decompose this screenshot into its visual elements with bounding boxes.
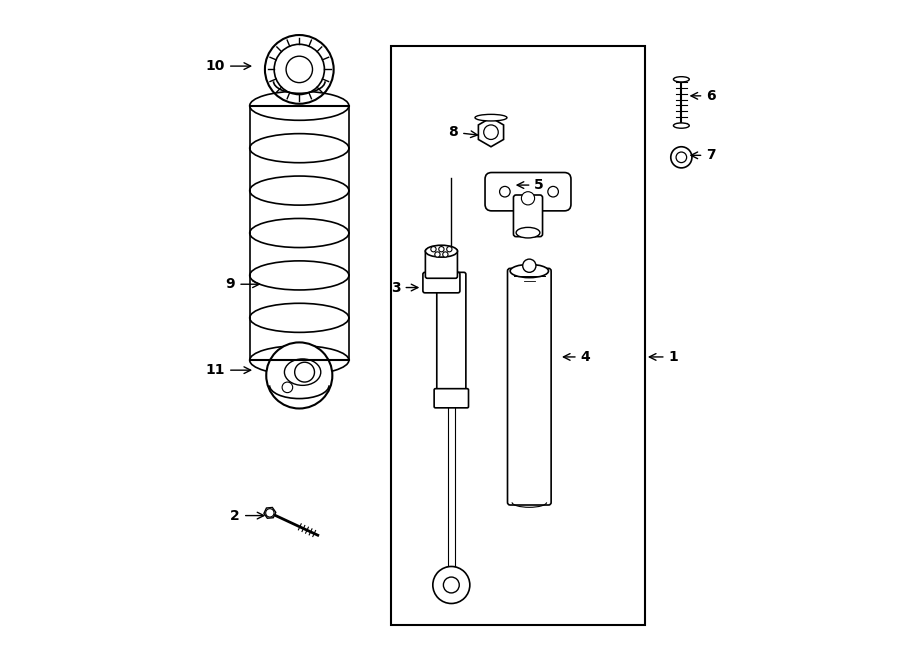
Text: 1: 1: [649, 350, 679, 364]
Circle shape: [443, 252, 448, 257]
Polygon shape: [264, 508, 275, 518]
FancyBboxPatch shape: [485, 173, 571, 211]
Text: 8: 8: [448, 125, 477, 139]
Bar: [391, 46, 645, 625]
Circle shape: [548, 186, 558, 197]
Text: 9: 9: [226, 277, 259, 292]
Text: 7: 7: [691, 148, 716, 163]
FancyBboxPatch shape: [436, 272, 466, 392]
Circle shape: [670, 147, 692, 168]
Circle shape: [444, 577, 459, 593]
Circle shape: [439, 247, 444, 252]
Ellipse shape: [673, 123, 689, 128]
Circle shape: [266, 342, 332, 408]
Circle shape: [435, 252, 440, 257]
Ellipse shape: [510, 264, 548, 278]
Ellipse shape: [426, 245, 457, 257]
Text: 3: 3: [391, 280, 418, 295]
Ellipse shape: [475, 114, 507, 121]
Text: 10: 10: [206, 59, 251, 73]
Text: 11: 11: [205, 363, 251, 377]
FancyBboxPatch shape: [426, 249, 457, 278]
Text: 5: 5: [518, 178, 544, 192]
Circle shape: [294, 362, 314, 382]
Ellipse shape: [673, 77, 689, 82]
FancyBboxPatch shape: [508, 268, 551, 505]
Circle shape: [286, 56, 312, 83]
Circle shape: [274, 44, 324, 95]
Text: 2: 2: [230, 508, 264, 523]
Circle shape: [446, 247, 452, 252]
Text: 4: 4: [563, 350, 590, 364]
FancyBboxPatch shape: [423, 272, 460, 293]
Ellipse shape: [516, 227, 540, 238]
FancyBboxPatch shape: [514, 195, 543, 237]
Circle shape: [483, 125, 499, 139]
Circle shape: [676, 152, 687, 163]
Text: 6: 6: [691, 89, 716, 103]
Circle shape: [500, 186, 510, 197]
Circle shape: [521, 192, 535, 205]
Circle shape: [433, 566, 470, 603]
Circle shape: [265, 35, 334, 104]
Circle shape: [431, 247, 436, 252]
FancyBboxPatch shape: [434, 389, 469, 408]
Polygon shape: [479, 118, 504, 147]
Circle shape: [523, 259, 536, 272]
Circle shape: [266, 509, 274, 517]
Circle shape: [282, 382, 292, 393]
